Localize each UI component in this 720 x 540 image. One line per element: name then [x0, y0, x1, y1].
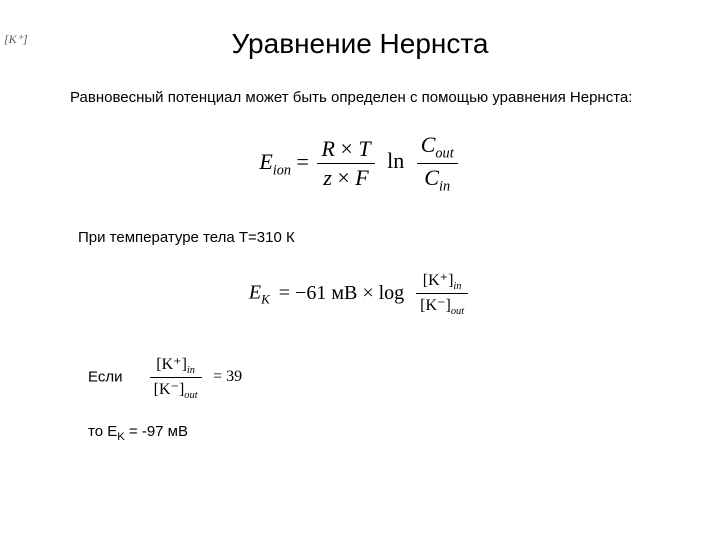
eq2-rhs-prefix: = −61 мВ × log [279, 282, 404, 304]
eq1-equals: = [297, 148, 309, 173]
result-sub: K [117, 431, 125, 443]
eq2-lhs-var: E [249, 282, 261, 304]
eq1-num-b: T [358, 136, 370, 161]
corner-label: [K⁺] [4, 32, 28, 47]
nernst-equation: Eion = R × T z × F ln Cout Cin [70, 132, 650, 196]
condition-word: Если [88, 368, 122, 385]
eq2-num-sub: in [453, 281, 461, 292]
eq2-den: [K⁻] [420, 297, 451, 314]
eq1-den-b: F [355, 165, 368, 190]
eq1-lhs-var: E [259, 148, 272, 173]
eq3-den: [K⁻] [154, 381, 185, 398]
eq1-den-a: z [323, 165, 332, 190]
result-rest: = -97 мВ [125, 423, 188, 440]
result-prefix: то E [88, 423, 117, 440]
page-title: Уравнение Нернста [0, 28, 720, 60]
intro-text: Равновесный потенциал может быть определ… [70, 88, 650, 108]
eq3-num: [K⁺] [156, 356, 187, 373]
eq3-rhs: = 39 [213, 368, 242, 385]
eq3-den-sub: out [184, 390, 197, 401]
eq1-num-op: × [340, 136, 352, 161]
condition-line: Если [K⁺]in [K⁻]out = 39 [88, 354, 650, 401]
eq1-cout-sub: out [435, 145, 453, 161]
eq1-lhs-sub: ion [273, 162, 291, 178]
eq2-num: [K⁺] [423, 272, 454, 289]
eq1-den-op: × [337, 165, 349, 190]
eq2-lhs-sub: K [261, 292, 270, 307]
eq1-cout-var: C [421, 132, 436, 157]
eq1-num-a: R [321, 136, 334, 161]
eq2-den-sub: out [451, 307, 464, 318]
eq1-cin-var: C [424, 165, 439, 190]
eq1-ln: ln [387, 148, 404, 173]
temperature-line: При температуре тела Т=310 К [78, 229, 650, 246]
result-line: то EK = -97 мВ [88, 423, 650, 443]
eq1-cin-sub: in [439, 178, 450, 194]
eq3-num-sub: in [187, 365, 195, 376]
ek-equation: EK = −61 мВ × log [K⁺]in [K⁻]out [70, 270, 650, 317]
